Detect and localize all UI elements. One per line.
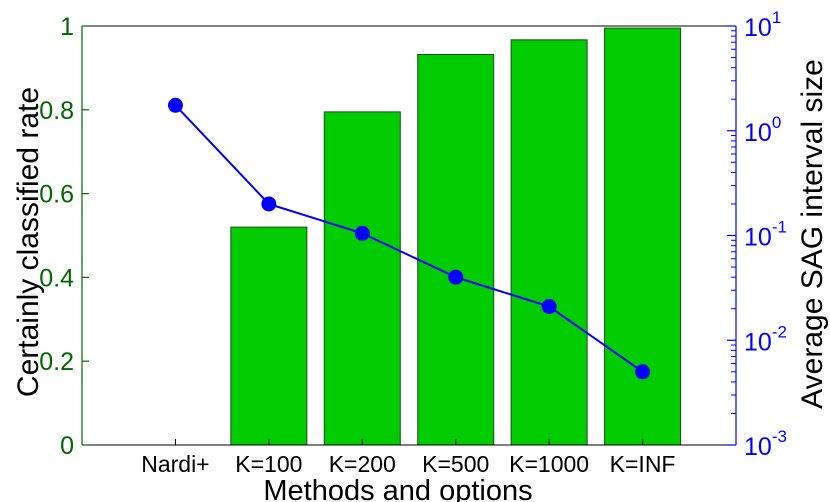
- left-tick-label: 0.4: [39, 264, 74, 292]
- right-axis-title: Average SAG interval size: [796, 59, 829, 409]
- x-tick-label: K=INF: [610, 451, 676, 477]
- left-axis-title: Certainly classified rate: [12, 87, 45, 397]
- right-tick-label: 10-3: [744, 427, 787, 461]
- x-axis-title: Methods and options: [263, 475, 532, 502]
- left-tick-label: 0: [60, 432, 74, 460]
- bar: [323, 111, 401, 446]
- plot-frame: [82, 25, 736, 446]
- left-axis: 0 0.2 0.4 0.6 0.8 1: [39, 13, 89, 460]
- left-tick-label: 1: [60, 13, 74, 41]
- x-axis: Nardi+ K=100 K=200 K=500 K=1000 K=INF: [141, 439, 675, 477]
- right-tick-label: 100: [744, 113, 781, 147]
- series-line: [174, 104, 644, 373]
- left-tick-label: 0.2: [39, 348, 74, 376]
- bar: [417, 53, 495, 446]
- bar: [510, 39, 588, 446]
- x-tick-label: K=200: [329, 451, 396, 477]
- series-point: [635, 364, 651, 380]
- bars-group: [230, 27, 682, 446]
- series-point: [448, 269, 464, 285]
- x-tick-label: K=500: [422, 451, 489, 477]
- right-tick-label: 10-2: [744, 322, 787, 356]
- line-series: [167, 97, 651, 380]
- x-tick-label: K=100: [235, 451, 302, 477]
- x-tick-label: Nardi+: [141, 451, 209, 477]
- series-point: [541, 298, 557, 314]
- left-tick-label: 0.8: [39, 97, 74, 125]
- bar: [230, 226, 308, 446]
- x-tick-label: K=1000: [509, 451, 589, 477]
- right-tick-label: 101: [744, 8, 781, 42]
- right-axis: 10-3 10-2 10-1 100 101: [727, 8, 787, 461]
- right-tick-label: 10-1: [744, 218, 787, 252]
- series-point: [261, 196, 277, 212]
- series-point: [354, 225, 370, 241]
- left-tick-label: 0.6: [39, 181, 74, 209]
- series-point: [167, 97, 183, 113]
- bar: [604, 27, 682, 446]
